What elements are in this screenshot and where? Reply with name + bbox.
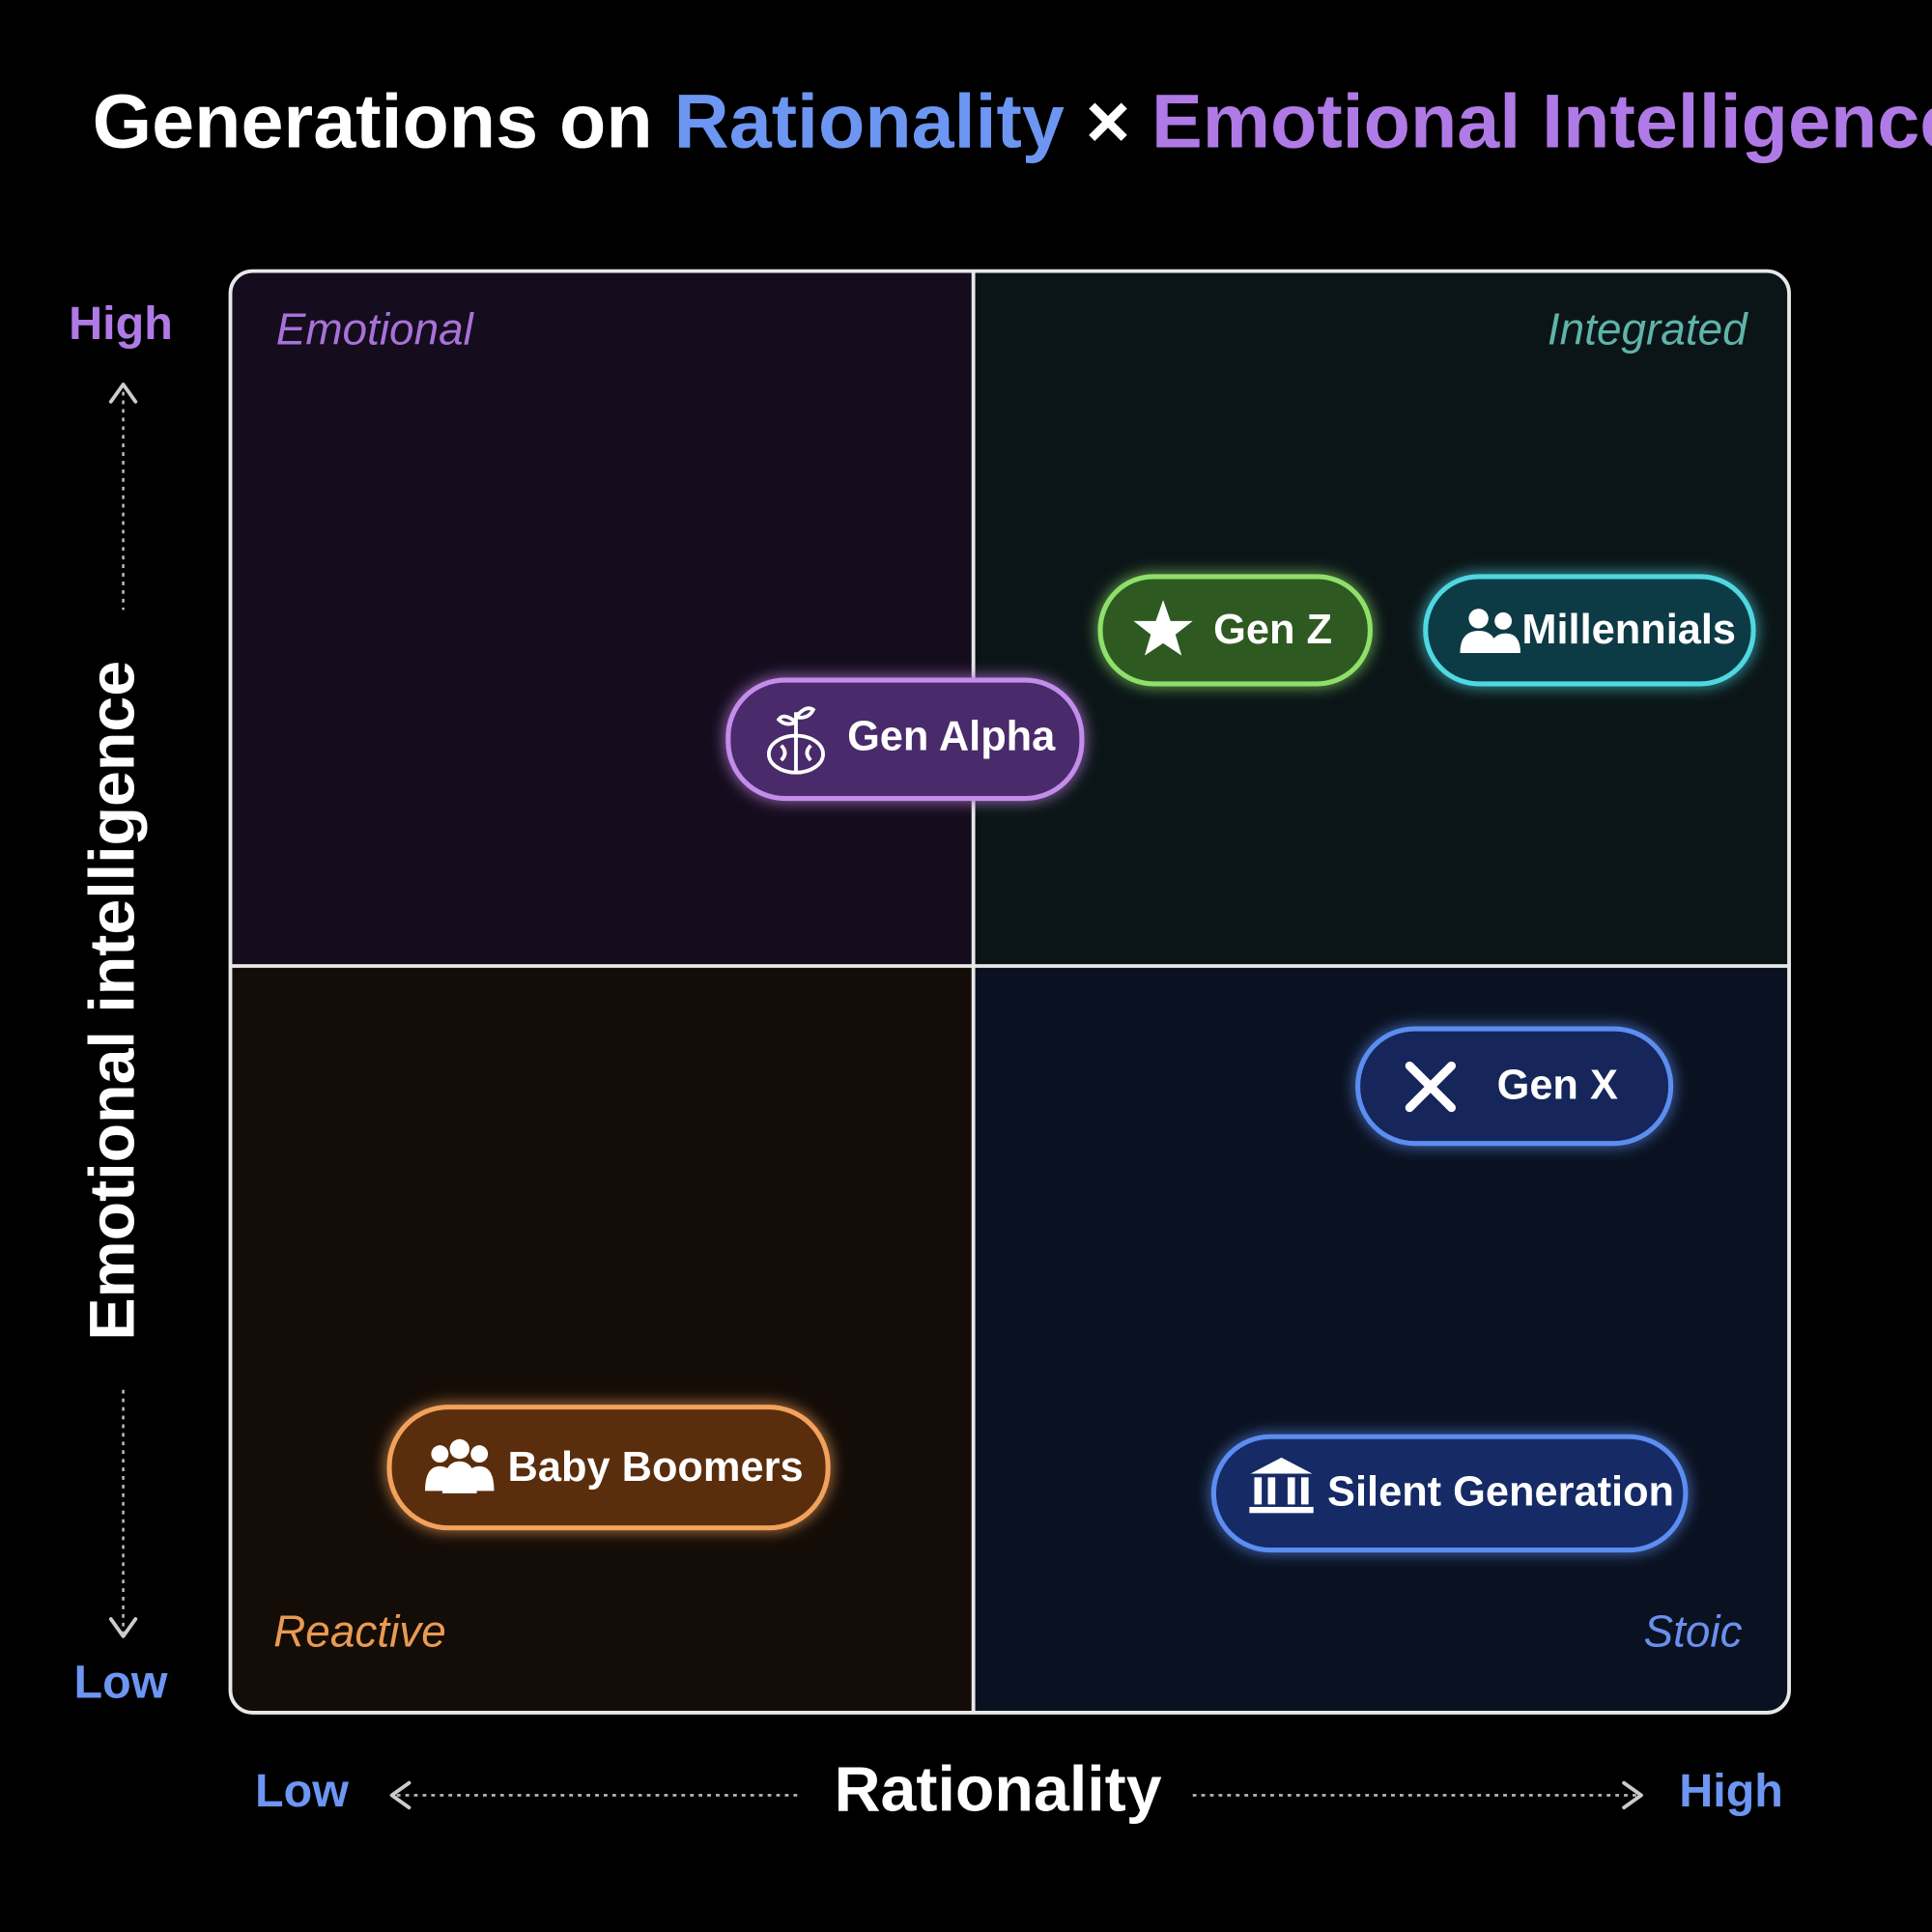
x-axis-high: High xyxy=(1679,1765,1783,1817)
frame xyxy=(228,269,1791,1715)
node-label: Gen Z xyxy=(1213,607,1332,653)
quadrant-label: Stoic xyxy=(1644,1606,1743,1657)
quadrant-bg xyxy=(230,966,974,1713)
node-label: Gen X xyxy=(1497,1063,1618,1109)
node-label: Baby Boomers xyxy=(508,1444,804,1491)
axis-arrow xyxy=(108,383,138,404)
node: Silent Generation xyxy=(1210,1434,1689,1553)
title-y-term: Emotional Intelligence xyxy=(1151,77,1932,163)
title-separator: × xyxy=(1065,77,1151,163)
axis-arrow xyxy=(1622,1780,1643,1810)
title: Generations on Rationality × Emotional I… xyxy=(93,77,1932,163)
node: Gen Alpha xyxy=(725,677,1085,802)
node: Baby Boomers xyxy=(386,1405,831,1531)
y-axis-high: High xyxy=(69,298,173,350)
x-axis-label: Rationality xyxy=(835,1754,1162,1826)
quadrant-backgrounds xyxy=(230,270,1790,1713)
x-axis-low: Low xyxy=(255,1765,349,1817)
axis-arrow xyxy=(108,1617,138,1638)
node-pill xyxy=(386,1405,831,1531)
title-x-term: Rationality xyxy=(674,77,1065,163)
icon-x xyxy=(1405,1061,1457,1113)
node-pill xyxy=(1355,1026,1674,1147)
y-axis-low: Low xyxy=(74,1657,168,1709)
y-axis-label: Emotional intelligence xyxy=(77,661,149,1341)
icon-brain-sprout xyxy=(767,706,825,775)
icon-building xyxy=(1249,1457,1314,1514)
node: Millennials xyxy=(1423,574,1756,687)
node-pill xyxy=(1210,1434,1689,1553)
node-label: Silent Generation xyxy=(1327,1469,1674,1516)
quadrant-label: Emotional xyxy=(276,304,475,355)
icon-people xyxy=(1460,609,1520,654)
node-pill xyxy=(1423,574,1756,687)
node: Gen Z xyxy=(1097,574,1373,687)
node-label: Millennials xyxy=(1521,607,1736,653)
icon-group xyxy=(425,1438,495,1493)
icon-star xyxy=(1133,600,1193,656)
node-pill xyxy=(1097,574,1373,687)
quadrant-label: Reactive xyxy=(273,1606,446,1657)
node-label: Gen Alpha xyxy=(847,714,1056,760)
title-prefix: Generations on xyxy=(93,77,674,163)
node: Gen X xyxy=(1355,1026,1674,1147)
axis-arrow xyxy=(389,1780,412,1810)
quadrant-label: Integrated xyxy=(1548,304,1748,355)
node-pill xyxy=(725,677,1085,802)
quadrant-bg xyxy=(230,270,974,966)
